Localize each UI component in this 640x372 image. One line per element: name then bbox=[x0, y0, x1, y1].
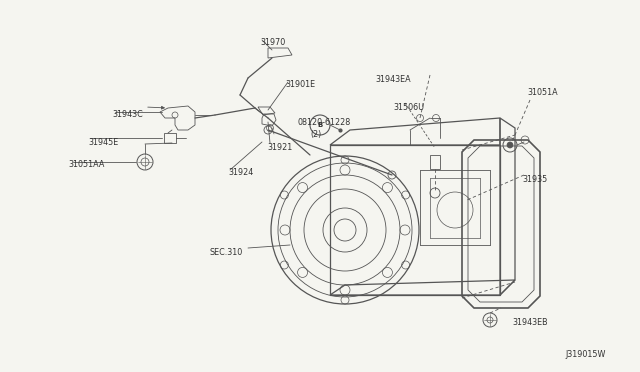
Text: 31935: 31935 bbox=[522, 175, 547, 184]
Circle shape bbox=[507, 142, 513, 148]
Text: 31051AA: 31051AA bbox=[68, 160, 104, 169]
Text: SEC.310: SEC.310 bbox=[210, 248, 243, 257]
Text: J319015W: J319015W bbox=[565, 350, 605, 359]
Text: 31506U: 31506U bbox=[393, 103, 424, 112]
Text: 31943EA: 31943EA bbox=[375, 75, 411, 84]
Text: 08120-61228: 08120-61228 bbox=[297, 118, 350, 127]
Text: 31924: 31924 bbox=[228, 168, 253, 177]
Text: (2): (2) bbox=[310, 130, 321, 139]
Text: 31943EB: 31943EB bbox=[512, 318, 548, 327]
Text: B: B bbox=[317, 122, 323, 128]
Text: 31970: 31970 bbox=[260, 38, 285, 47]
Text: 31943C: 31943C bbox=[112, 110, 143, 119]
Text: 31945E: 31945E bbox=[88, 138, 118, 147]
Text: 31051A: 31051A bbox=[527, 88, 557, 97]
Text: 31901E: 31901E bbox=[285, 80, 315, 89]
Text: 31921: 31921 bbox=[267, 143, 292, 152]
